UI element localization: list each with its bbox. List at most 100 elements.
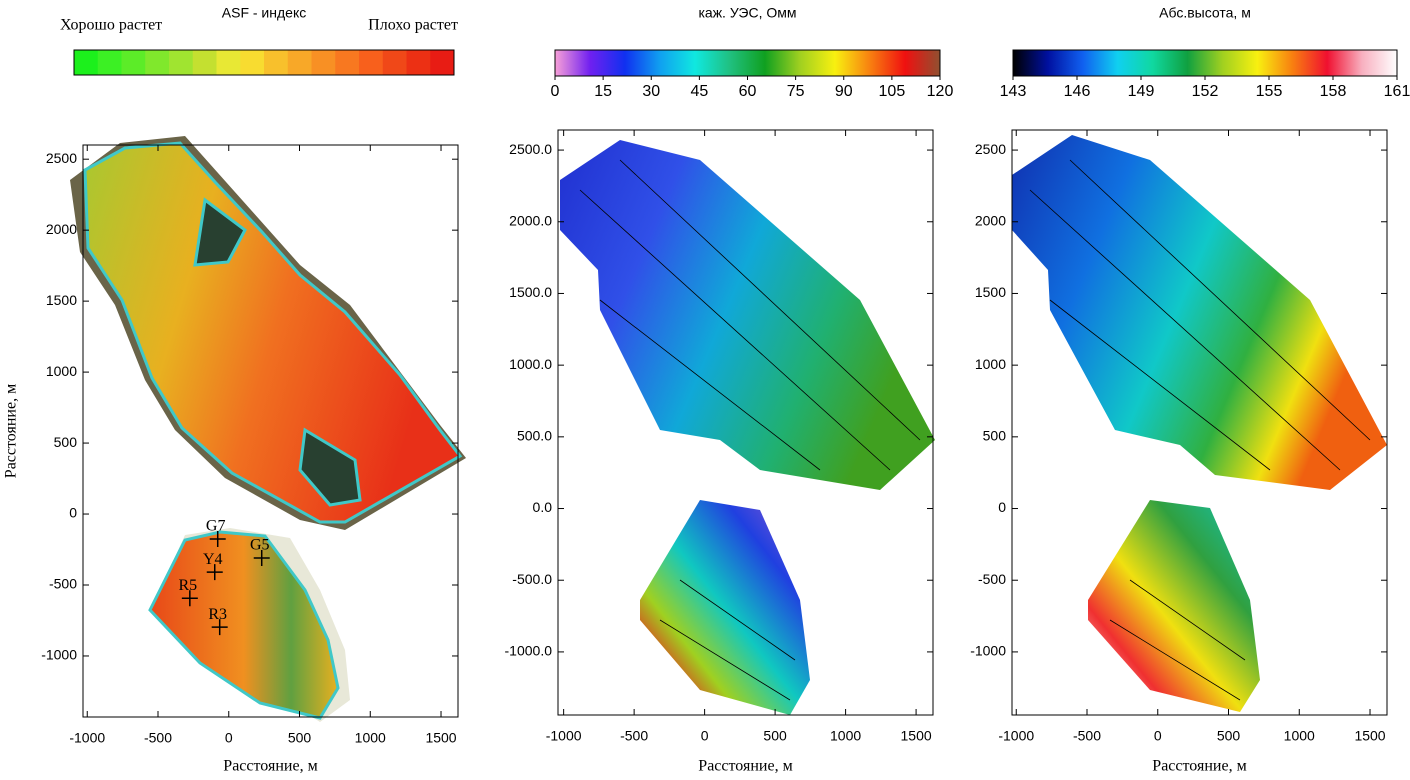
colorbar-title: Абс.высота, м bbox=[1159, 5, 1251, 21]
x-tick-label: 500 bbox=[1217, 728, 1241, 744]
colorbar-tick-label: 30 bbox=[642, 83, 660, 100]
y-tick-label: 2500.0 bbox=[509, 141, 552, 157]
colorbar bbox=[554, 49, 941, 77]
colorbar-tick-label: 15 bbox=[594, 83, 612, 100]
marker-label: R5 bbox=[179, 577, 198, 594]
y-tick-label: -500.0 bbox=[512, 571, 552, 587]
plot-frame bbox=[82, 144, 459, 718]
x-tick-label: -1000 bbox=[998, 728, 1034, 744]
colorbar-tick-label: 0 bbox=[551, 83, 560, 100]
field bbox=[83, 141, 463, 524]
y-tick-label: 2500 bbox=[46, 150, 77, 166]
y-tick-label: 1000 bbox=[975, 356, 1006, 372]
x-axis-label: Расстояние, м bbox=[1152, 758, 1246, 775]
colorbar-segment bbox=[192, 50, 217, 75]
colorbar-segment bbox=[74, 50, 99, 75]
y-tick-label: 2000 bbox=[46, 221, 77, 237]
colorbar-tick-label: 75 bbox=[787, 83, 805, 100]
plot-frame bbox=[1011, 129, 1388, 716]
colorbar-segment bbox=[264, 50, 289, 75]
x-tick-label: 1500 bbox=[901, 728, 932, 744]
marker bbox=[209, 531, 226, 548]
x-tick-label: 0 bbox=[1154, 728, 1162, 744]
marker bbox=[253, 550, 270, 567]
colorbar-tick-label: 161 bbox=[1384, 83, 1410, 100]
colorbar bbox=[73, 49, 455, 76]
y-tick-label: 2000 bbox=[975, 212, 1006, 228]
y-tick-label: -500 bbox=[49, 576, 77, 592]
x-tick-label: 0 bbox=[701, 728, 709, 744]
x-tick-label: -500 bbox=[144, 730, 172, 746]
y-tick-label: 1000 bbox=[46, 363, 77, 379]
colorbar-segment bbox=[335, 50, 360, 75]
colorbar-segment bbox=[216, 50, 241, 75]
y-tick-label: 500.0 bbox=[517, 428, 552, 444]
y-tick-label: 0.0 bbox=[533, 499, 553, 515]
colorbar-tick-label: 105 bbox=[879, 83, 906, 100]
colorbar-tick-label: 143 bbox=[1000, 83, 1027, 100]
colorbar-tick-label: 45 bbox=[690, 83, 708, 100]
x-tick-label: -500 bbox=[1073, 728, 1101, 744]
colorbar-title: ASF - индекс bbox=[222, 5, 306, 21]
colorbar-title: каж. УЭС, Омм bbox=[698, 5, 796, 21]
field bbox=[1088, 500, 1260, 712]
y-tick-label: 0 bbox=[69, 505, 77, 521]
marker-label: Y4 bbox=[203, 551, 223, 568]
colorbar-segment bbox=[406, 50, 431, 75]
y-tick-label: -500 bbox=[978, 571, 1006, 587]
x-tick-label: -1000 bbox=[546, 728, 582, 744]
colorbar-segment bbox=[145, 50, 170, 75]
x-tick-label: -1000 bbox=[69, 730, 105, 746]
y-tick-label: -1000.0 bbox=[505, 643, 553, 659]
colorbar-tick-label: 158 bbox=[1320, 83, 1347, 100]
colorbar-segment bbox=[97, 50, 122, 75]
colorbar-tick-label: 149 bbox=[1128, 83, 1155, 100]
colorbar-tick-label: 90 bbox=[835, 83, 853, 100]
y-tick-label: 2500 bbox=[975, 141, 1006, 157]
colorbar-segment bbox=[311, 50, 336, 75]
colorbar-segment bbox=[121, 50, 146, 75]
marker bbox=[181, 590, 198, 607]
field bbox=[560, 140, 935, 490]
colorbar-right-label: Плохо растет bbox=[368, 17, 458, 34]
colorbar-tick-label: 155 bbox=[1256, 83, 1283, 100]
forest bbox=[60, 0, 360, 505]
x-tick-label: 500 bbox=[288, 730, 312, 746]
plot-frame bbox=[557, 129, 934, 716]
x-tick-label: 0 bbox=[225, 730, 233, 746]
marker-label: G7 bbox=[206, 518, 226, 535]
marker bbox=[211, 619, 228, 636]
colorbar-left-label: Хорошо растет bbox=[60, 17, 162, 34]
y-tick-label: 1500 bbox=[975, 284, 1006, 300]
x-axis-label: Расстояние, м bbox=[223, 758, 317, 775]
y-tick-label: 500 bbox=[983, 428, 1007, 444]
marker-label: G5 bbox=[250, 537, 270, 554]
x-tick-label: 1000 bbox=[1284, 728, 1315, 744]
y-tick-label: -1000 bbox=[970, 643, 1006, 659]
y-axis-label: Расстояние, м bbox=[3, 384, 20, 478]
colorbar bbox=[1012, 49, 1398, 77]
y-tick-label: -1000 bbox=[41, 647, 77, 663]
x-tick-label: 1000 bbox=[355, 730, 386, 746]
field bbox=[1012, 135, 1387, 490]
colorbar-tick-label: 120 bbox=[927, 83, 954, 100]
colorbar-tick-label: 146 bbox=[1064, 83, 1091, 100]
colorbar-tick-label: 60 bbox=[739, 83, 757, 100]
colorbar-segment bbox=[287, 50, 312, 75]
x-tick-label: 1000 bbox=[830, 728, 861, 744]
colorbar-segment bbox=[359, 50, 384, 75]
y-tick-label: 1500 bbox=[46, 292, 77, 308]
x-tick-label: 1500 bbox=[1354, 728, 1385, 744]
x-tick-label: 500 bbox=[763, 728, 787, 744]
colorbar-segment bbox=[169, 50, 194, 75]
x-axis-label: Расстояние, м bbox=[698, 758, 792, 775]
colorbar-segment bbox=[430, 50, 455, 75]
field-layer bbox=[60, 0, 1387, 722]
contour bbox=[579, 159, 1371, 701]
colorbar-segment bbox=[382, 50, 407, 75]
y-tick-label: 1500.0 bbox=[509, 284, 552, 300]
y-tick-label: 2000.0 bbox=[509, 212, 552, 228]
y-tick-label: 1000.0 bbox=[509, 356, 552, 372]
y-tick-label: 0 bbox=[998, 499, 1006, 515]
